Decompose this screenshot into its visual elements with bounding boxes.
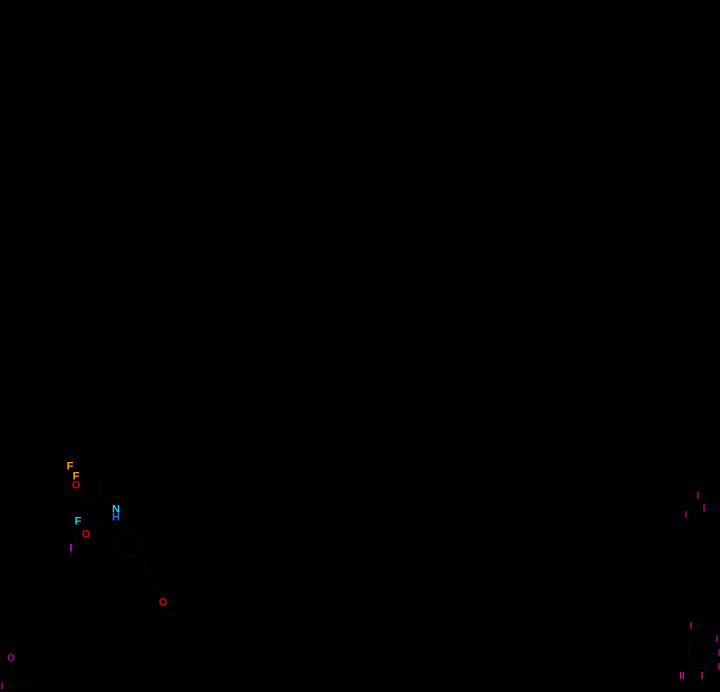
atom-label-fluorine-ring: F [74,515,82,528]
fragment-label-lr-2: I [715,634,719,645]
atom-label-oxygen-mid: O [158,596,168,609]
fragment-label-lr-1: I [689,621,693,632]
atom-label-oxygen-upper: O [71,479,81,492]
atom-label-fluorine-upper-2: F [72,470,80,483]
atom-label-oxygen-lower: O [81,528,91,541]
fragment-label-ll-oxygen: O [7,653,15,664]
fragment-label-lr-6: I [717,662,720,673]
fragment-label-lr-4: II [679,671,685,682]
atom-label-iodine-halide: I [69,542,73,555]
fragment-label-ll-2: I [0,681,4,692]
fragment-label-ur-1: I [696,491,700,502]
fragment-label-lr-5: I [700,671,704,682]
atom-label-nitrogen-amide: N [112,503,120,516]
fragment-label-ur-2: I [702,503,706,514]
fragment-label-ur-3: I [684,510,688,521]
atom-label-hydrogen-amide: H [112,511,120,524]
fragment-label-lr-3: I [717,648,720,659]
atom-label-fluorine-upper-1: F [66,460,74,473]
